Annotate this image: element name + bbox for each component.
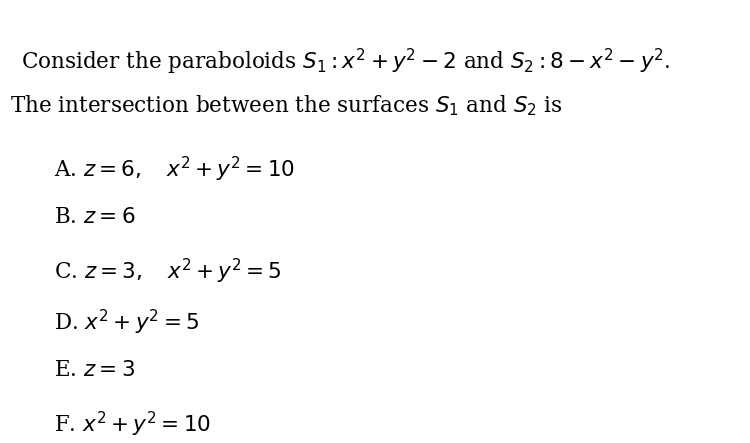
- Text: A. $z = 6, \quad x^2 + y^2 = 10$: A. $z = 6, \quad x^2 + y^2 = 10$: [54, 155, 295, 184]
- Text: B. $z = 6$: B. $z = 6$: [54, 206, 136, 228]
- Text: C. $z = 3, \quad x^2 + y^2 = 5$: C. $z = 3, \quad x^2 + y^2 = 5$: [54, 257, 282, 286]
- Text: Consider the paraboloids $S_1 : x^2 + y^2 - 2$ and $S_2 : 8 - x^2 - y^2$.: Consider the paraboloids $S_1 : x^2 + y^…: [21, 47, 670, 77]
- Text: D. $x^2 + y^2 = 5$: D. $x^2 + y^2 = 5$: [54, 308, 200, 337]
- Text: F. $x^2 + y^2 = 10$: F. $x^2 + y^2 = 10$: [54, 410, 211, 439]
- Text: The intersection between the surfaces $S_1$ and $S_2$ is: The intersection between the surfaces $S…: [10, 93, 563, 118]
- Text: E. $z = 3$: E. $z = 3$: [54, 359, 135, 381]
